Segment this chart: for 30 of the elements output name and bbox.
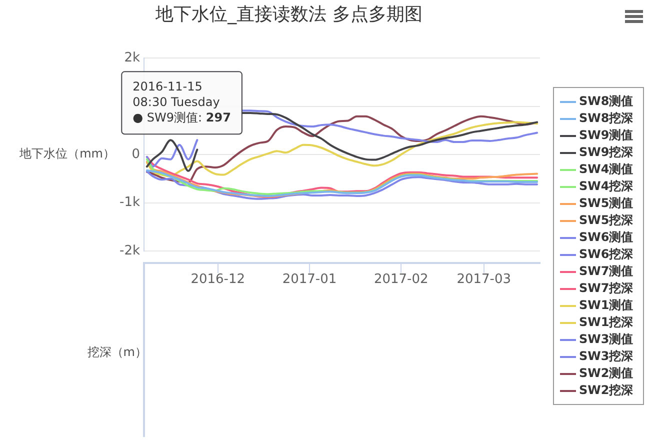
legend-label: SW3测值: [579, 331, 634, 348]
y-tick-label: -1k: [120, 195, 140, 210]
y-tick-label: -2k: [120, 243, 140, 258]
legend-label: SW1挖深: [579, 314, 634, 331]
x-tick-label: 2017-01: [282, 272, 337, 288]
legend-label: SW7挖深: [579, 280, 634, 297]
legend-label: SW9挖深: [579, 144, 634, 161]
y-tick-label: 0: [132, 146, 140, 162]
legend-label: SW2挖深: [579, 382, 634, 399]
legend-label: SW2测值: [579, 365, 634, 382]
x-tick-label: 2017-02: [374, 272, 428, 288]
x-tick-label: 2016-12: [190, 272, 246, 288]
x-tick-label: 2017-03: [456, 272, 512, 288]
legend-label: SW7测值: [579, 263, 634, 280]
legend-label: SW6测值: [579, 229, 634, 246]
y-tick-label: 2k: [124, 50, 140, 66]
legend-label: SW1测值: [579, 297, 634, 314]
legend-label: SW3挖深: [579, 348, 634, 365]
chart-title: 地下水位_直接读数法 多点多期图: [154, 3, 424, 26]
y2-axis-title: 挖深（m）: [87, 345, 147, 360]
legend-label: SW8测值: [579, 93, 634, 110]
annotation: 2016-11-15 08:30 Tuesday ● SW9测值: 297: [132, 80, 231, 125]
legend-label: SW4测值: [579, 161, 634, 178]
legend-label: SW8挖深: [579, 110, 634, 127]
legend-label: SW4挖深: [579, 178, 634, 195]
legend-label: SW5挖深: [579, 212, 634, 229]
legend-label: SW6挖深: [579, 246, 634, 263]
legend-label: SW5测值: [579, 195, 634, 212]
legend-label: SW9测值: [579, 127, 634, 144]
y-axis-title: 地下水位（mm）: [18, 146, 115, 161]
